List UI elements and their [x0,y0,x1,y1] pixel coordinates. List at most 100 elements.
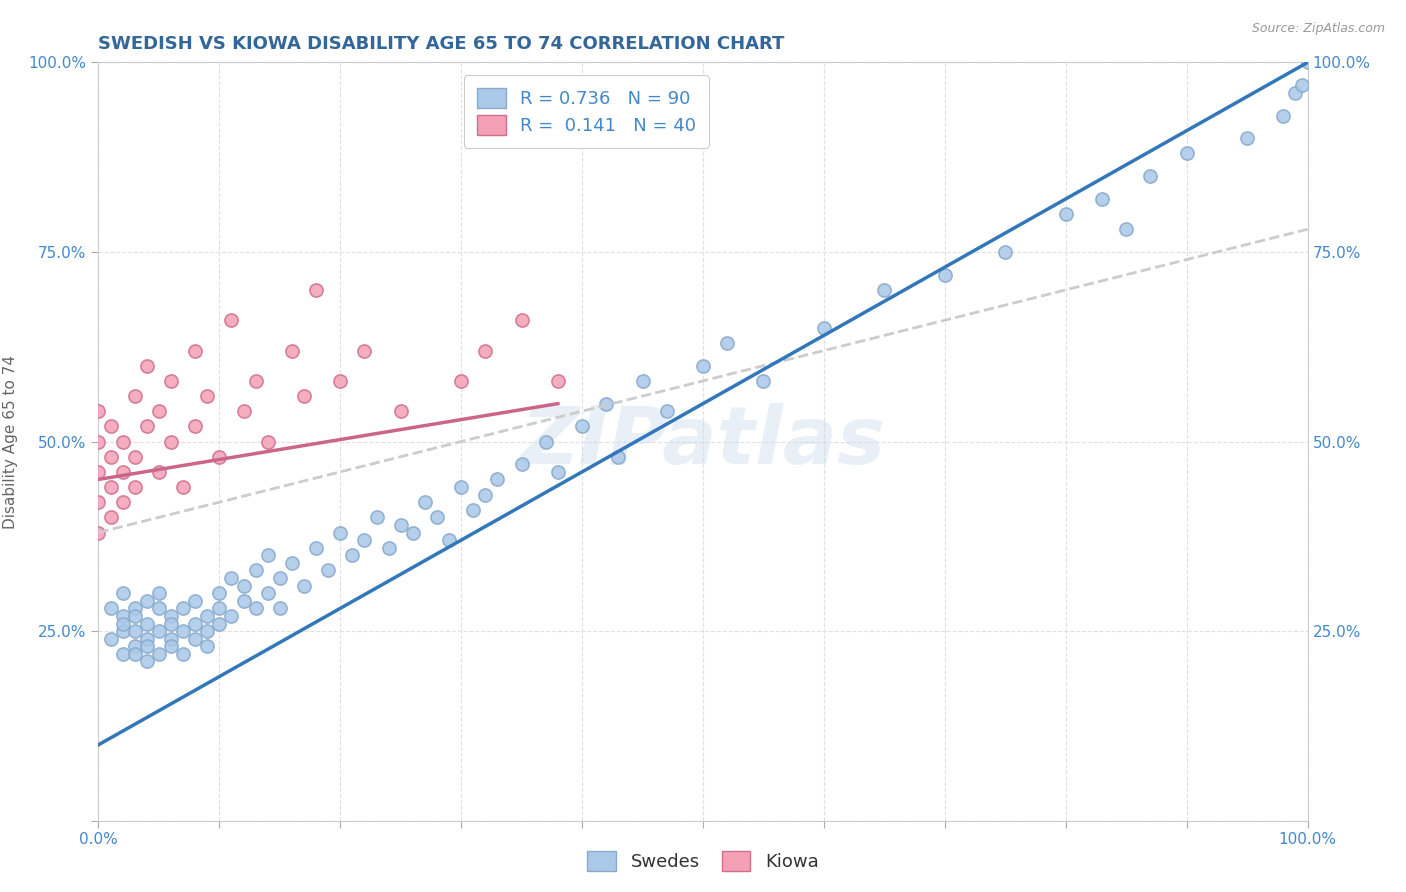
Point [172,624,194,639]
Point [245,601,267,615]
Point [124,480,146,494]
Point [221,571,243,585]
Point [1115,222,1137,236]
Point [111,616,134,631]
Point [160,434,183,449]
Point [342,548,364,563]
Point [124,389,146,403]
Point [160,374,183,388]
Point [232,579,254,593]
Point [329,525,352,540]
Point [547,374,569,388]
Point [269,601,291,615]
Point [245,564,267,578]
Point [510,313,533,327]
Point [100,601,122,615]
Text: Source: ZipAtlas.com: Source: ZipAtlas.com [1251,22,1385,36]
Point [1139,169,1161,184]
Point [510,458,533,472]
Point [135,616,157,631]
Point [426,510,449,524]
Point [256,548,278,563]
Point [160,616,183,631]
Point [377,541,399,555]
Point [195,608,218,623]
Point [245,374,267,388]
Point [160,639,183,653]
Point [402,525,425,540]
Point [994,244,1017,259]
Point [208,450,231,464]
Point [292,579,315,593]
Point [450,480,472,494]
Point [631,374,654,388]
Point [316,564,339,578]
Point [474,343,496,358]
Point [256,434,278,449]
Point [100,632,122,646]
Point [148,601,170,615]
Point [124,608,146,623]
Point [1291,78,1313,92]
Point [752,374,775,388]
Point [208,586,231,600]
Point [100,480,122,494]
Point [160,608,183,623]
Point [160,632,183,646]
Point [172,480,194,494]
Point [366,510,388,524]
Point [450,374,472,388]
Point [353,343,375,358]
Point [221,608,243,623]
Point [195,639,218,653]
Point [305,283,328,297]
Point [1272,108,1295,122]
Point [813,320,835,334]
Text: SWEDISH VS KIOWA DISABILITY AGE 65 TO 74 CORRELATION CHART: SWEDISH VS KIOWA DISABILITY AGE 65 TO 74… [98,35,785,53]
Point [87,434,110,449]
Point [208,601,231,615]
Point [292,389,315,403]
Point [87,525,110,540]
Point [1091,192,1114,206]
Point [716,335,738,350]
Point [148,404,170,418]
Point [873,283,896,297]
Point [124,647,146,661]
Point [135,594,157,608]
Point [111,586,134,600]
Point [172,647,194,661]
Point [305,541,328,555]
Point [148,586,170,600]
Point [135,419,157,434]
Point [111,465,134,479]
Point [111,434,134,449]
Point [124,601,146,615]
Point [655,404,678,418]
Text: ZIPatlas: ZIPatlas [520,402,886,481]
Point [87,404,110,418]
Point [184,419,207,434]
Point [413,495,436,509]
Point [437,533,460,548]
Point [389,404,412,418]
Point [474,487,496,501]
Point [1175,146,1198,161]
Point [486,473,509,487]
Point [595,396,617,410]
Point [148,465,170,479]
Point [281,556,304,570]
Point [111,608,134,623]
Point [135,632,157,646]
Point [184,616,207,631]
Point [124,624,146,639]
Point [184,594,207,608]
Point [934,268,956,282]
Point [389,517,412,532]
Point [269,571,291,585]
Point [353,533,375,548]
Point [1284,86,1306,100]
Point [329,374,352,388]
Point [221,313,243,327]
Point [607,450,630,464]
